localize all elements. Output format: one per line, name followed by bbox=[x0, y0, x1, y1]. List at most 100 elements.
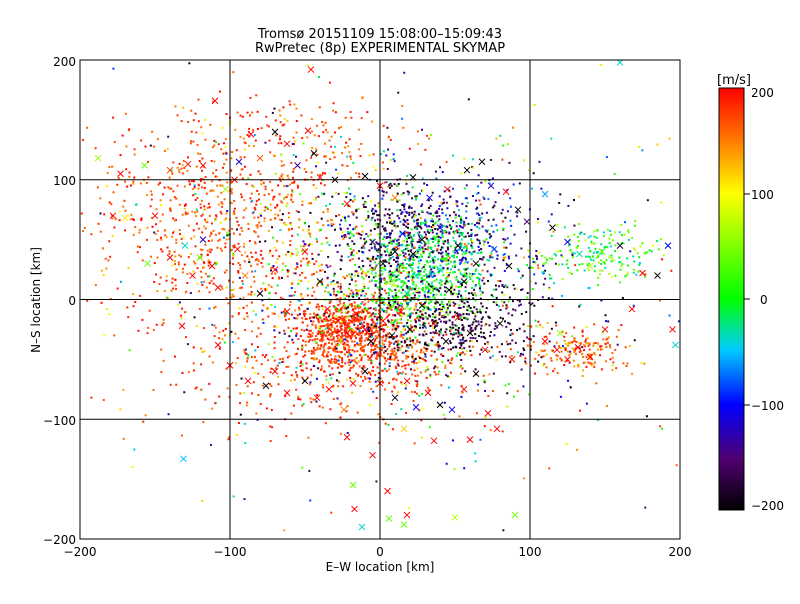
data-point-dot bbox=[350, 278, 353, 281]
data-point-dot bbox=[361, 270, 364, 273]
data-point-dot bbox=[495, 296, 498, 299]
data-point-dot bbox=[632, 271, 635, 274]
data-point-dot bbox=[638, 261, 641, 264]
data-point-dot bbox=[610, 260, 613, 263]
data-point-dot bbox=[542, 364, 545, 367]
data-point-dot bbox=[407, 280, 410, 283]
data-point-dot bbox=[614, 348, 617, 351]
data-point-dot bbox=[353, 198, 356, 201]
data-point-dot bbox=[409, 316, 412, 319]
data-point-dot bbox=[386, 250, 389, 253]
data-point-dot bbox=[266, 307, 269, 310]
data-point-dot bbox=[585, 356, 588, 359]
data-point-dot bbox=[297, 397, 300, 400]
data-point-dot bbox=[108, 240, 111, 243]
data-point-dot bbox=[146, 226, 149, 229]
data-point-dot bbox=[377, 413, 380, 416]
data-point-dot bbox=[370, 313, 373, 316]
data-point-dot bbox=[453, 304, 456, 307]
data-point-dot bbox=[474, 326, 477, 329]
data-point-dot bbox=[559, 357, 562, 360]
data-point-dot bbox=[235, 433, 238, 436]
data-point-dot bbox=[346, 322, 349, 325]
data-point-dot bbox=[400, 291, 403, 294]
data-point-dot bbox=[348, 303, 351, 306]
data-point-dot bbox=[555, 254, 558, 257]
data-point-dot bbox=[441, 251, 444, 254]
data-point-dot bbox=[225, 171, 228, 174]
data-point-dot bbox=[454, 324, 457, 327]
data-point-dot bbox=[349, 319, 352, 322]
data-point-dot bbox=[350, 176, 353, 179]
data-point-dot bbox=[392, 224, 395, 227]
data-point-dot bbox=[311, 257, 314, 260]
data-point-dot bbox=[380, 269, 383, 272]
data-point-dot bbox=[428, 264, 431, 267]
data-point-dot bbox=[232, 281, 235, 284]
data-point-dot bbox=[465, 312, 468, 315]
data-point-dot bbox=[454, 328, 457, 331]
data-point-dot bbox=[431, 287, 434, 290]
data-point-dot bbox=[298, 219, 301, 222]
data-point-dot bbox=[300, 279, 303, 282]
data-point-dot bbox=[225, 212, 228, 215]
data-point-dot bbox=[430, 285, 433, 288]
data-point-dot bbox=[304, 276, 307, 279]
data-point-dot bbox=[392, 240, 395, 243]
data-point-dot bbox=[129, 184, 132, 187]
data-point-dot bbox=[453, 261, 456, 264]
data-point-dot bbox=[608, 237, 611, 240]
data-point-dot bbox=[273, 246, 276, 249]
data-point-dot bbox=[315, 315, 318, 318]
data-point-dot bbox=[320, 242, 323, 245]
data-point-dot bbox=[482, 196, 485, 199]
data-point-dot bbox=[480, 216, 483, 219]
data-point-dot bbox=[258, 221, 261, 224]
data-point-dot bbox=[400, 381, 403, 384]
data-point-dot bbox=[414, 306, 417, 309]
data-point-dot bbox=[481, 225, 484, 228]
data-point-dot bbox=[382, 228, 385, 231]
data-point-dot bbox=[390, 308, 393, 311]
data-point-dot bbox=[224, 327, 227, 330]
data-point-dot bbox=[382, 346, 385, 349]
data-point-dot bbox=[446, 217, 449, 220]
data-point-dot bbox=[309, 397, 312, 400]
data-point-dot bbox=[625, 364, 628, 367]
data-point-dot bbox=[427, 290, 430, 293]
data-point-dot bbox=[370, 258, 373, 261]
data-point-dot bbox=[307, 244, 310, 247]
data-point-dot bbox=[362, 277, 365, 280]
data-point-dot bbox=[427, 199, 430, 202]
data-point-dot bbox=[340, 306, 343, 309]
data-point-dot bbox=[421, 310, 424, 313]
data-point-dot bbox=[296, 265, 299, 268]
data-point-dot bbox=[349, 377, 352, 380]
data-point-dot bbox=[354, 319, 357, 322]
data-point-dot bbox=[416, 380, 419, 383]
data-point-dot bbox=[384, 259, 387, 262]
data-point-dot bbox=[394, 288, 397, 291]
data-point-dot bbox=[332, 223, 335, 226]
data-point-dot bbox=[383, 301, 386, 304]
data-point-dot bbox=[338, 356, 341, 359]
data-point-dot bbox=[368, 380, 371, 383]
data-point-dot bbox=[381, 189, 384, 192]
data-point-dot bbox=[423, 263, 426, 266]
data-point-dot bbox=[427, 295, 430, 298]
data-point-dot bbox=[324, 121, 327, 124]
data-point-dot bbox=[188, 180, 191, 183]
data-point-dot bbox=[593, 242, 596, 245]
data-point-dot bbox=[232, 495, 235, 498]
data-point-dot bbox=[602, 331, 605, 334]
data-point-dot bbox=[435, 308, 438, 311]
data-point-dot bbox=[336, 251, 339, 254]
data-point-dot bbox=[401, 117, 404, 120]
data-point-dot bbox=[287, 250, 290, 253]
data-point-dot bbox=[368, 315, 371, 318]
data-point-dot bbox=[450, 358, 453, 361]
data-point-dot bbox=[359, 339, 362, 342]
data-point-dot bbox=[315, 357, 318, 360]
data-point-dot bbox=[326, 284, 329, 287]
data-point-dot bbox=[342, 346, 345, 349]
